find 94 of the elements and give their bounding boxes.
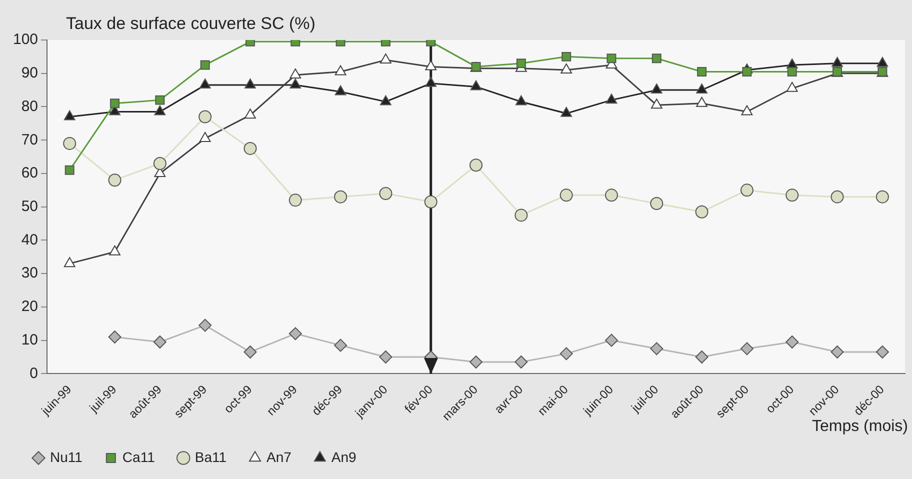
point bbox=[198, 318, 212, 332]
point bbox=[832, 56, 843, 67]
x-axis-title: Temps (mois) bbox=[812, 418, 908, 436]
point bbox=[830, 346, 844, 359]
point bbox=[876, 56, 888, 67]
point bbox=[198, 110, 212, 124]
point bbox=[514, 208, 528, 222]
point bbox=[425, 76, 437, 87]
point bbox=[514, 356, 528, 369]
point bbox=[379, 350, 392, 364]
point bbox=[380, 95, 392, 106]
point bbox=[876, 190, 889, 204]
point bbox=[470, 356, 483, 369]
point bbox=[606, 54, 616, 64]
legend-label: Ca11 bbox=[122, 448, 156, 465]
point bbox=[560, 106, 572, 117]
point bbox=[334, 190, 348, 204]
point bbox=[515, 95, 527, 106]
point bbox=[652, 54, 662, 64]
point bbox=[64, 257, 76, 268]
point bbox=[110, 98, 120, 108]
point bbox=[830, 190, 844, 204]
point bbox=[108, 330, 122, 344]
point bbox=[740, 184, 754, 197]
point bbox=[155, 95, 165, 105]
point bbox=[695, 205, 708, 218]
y-tick-label: 20 bbox=[21, 298, 38, 316]
y-tick-label: 40 bbox=[21, 231, 38, 248]
point bbox=[470, 80, 482, 90]
point bbox=[741, 105, 753, 116]
point bbox=[64, 110, 76, 120]
point bbox=[562, 52, 572, 62]
point bbox=[290, 78, 302, 89]
point bbox=[650, 197, 664, 210]
point bbox=[696, 96, 708, 107]
point bbox=[650, 98, 662, 109]
point bbox=[604, 188, 618, 202]
point bbox=[786, 335, 799, 348]
y-tick-label: 10 bbox=[21, 331, 38, 348]
point bbox=[244, 108, 256, 119]
point bbox=[244, 142, 257, 155]
point bbox=[876, 346, 889, 359]
point bbox=[425, 60, 437, 70]
point bbox=[606, 94, 618, 104]
point bbox=[108, 174, 122, 187]
y-tick-label: 0 bbox=[30, 364, 38, 382]
point bbox=[650, 342, 664, 356]
point bbox=[424, 195, 438, 208]
legend-label: An7 bbox=[266, 448, 292, 465]
point bbox=[696, 84, 708, 94]
point bbox=[288, 327, 302, 340]
y-tick-label: 60 bbox=[21, 164, 38, 182]
point bbox=[244, 78, 256, 89]
point bbox=[334, 85, 346, 96]
legend-label: An9 bbox=[331, 448, 357, 465]
point bbox=[63, 136, 76, 150]
y-axis-title: Taux de surface couverte SC (%) bbox=[66, 14, 316, 34]
legend-label: Nu11 bbox=[50, 448, 83, 465]
point bbox=[334, 65, 346, 76]
point bbox=[153, 335, 166, 348]
point bbox=[200, 60, 210, 70]
point bbox=[290, 68, 302, 79]
y-tick-label: 70 bbox=[21, 131, 38, 148]
point bbox=[560, 347, 573, 360]
point bbox=[64, 165, 74, 175]
point bbox=[199, 132, 211, 142]
point bbox=[560, 64, 572, 74]
point bbox=[199, 78, 211, 89]
point bbox=[786, 188, 799, 202]
point bbox=[740, 342, 754, 356]
point bbox=[697, 66, 707, 76]
point bbox=[516, 58, 526, 68]
point bbox=[380, 54, 392, 64]
point bbox=[650, 84, 662, 94]
point bbox=[109, 245, 120, 256]
point bbox=[244, 346, 257, 359]
point bbox=[334, 338, 348, 352]
point bbox=[742, 66, 752, 76]
y-tick-label: 30 bbox=[21, 264, 38, 282]
point bbox=[470, 158, 483, 172]
y-tick-label: 90 bbox=[21, 64, 38, 82]
point bbox=[560, 188, 573, 202]
point bbox=[604, 334, 618, 347]
point bbox=[379, 187, 392, 200]
point bbox=[154, 105, 166, 116]
legend-label: Ba11 bbox=[194, 448, 227, 465]
point bbox=[787, 66, 797, 76]
point bbox=[695, 350, 708, 364]
y-tick-label: 50 bbox=[21, 198, 38, 215]
point bbox=[288, 194, 302, 207]
y-tick-label: 100 bbox=[12, 31, 38, 48]
y-tick-label: 80 bbox=[21, 98, 38, 115]
point bbox=[153, 156, 166, 170]
point bbox=[786, 82, 798, 92]
